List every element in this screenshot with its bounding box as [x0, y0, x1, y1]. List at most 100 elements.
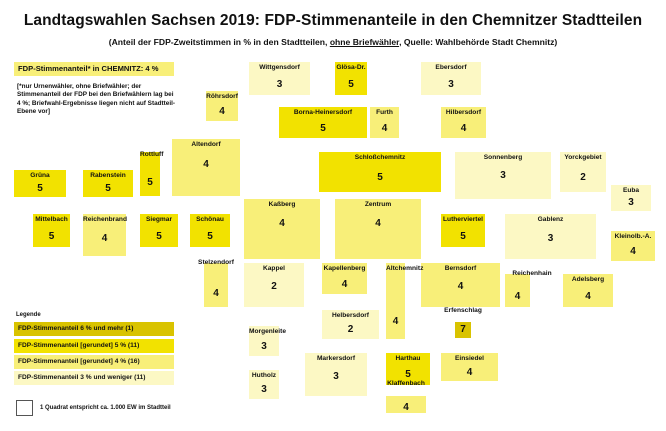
district-borna-heinersdorf: Borna-Heinersdorf 5 — [279, 107, 367, 138]
district-name: Markersdorf — [316, 355, 356, 362]
district-name: Klaffenbach — [387, 380, 425, 387]
district-name: Kleinolb.-A. — [614, 233, 652, 240]
district-name: Einsiedel — [455, 355, 484, 362]
district-value: 4 — [457, 281, 464, 292]
district-siegmar: Siegmar 5 — [140, 214, 178, 247]
district-name: Reichenhain — [512, 270, 552, 277]
district-value: 3 — [261, 384, 267, 395]
district-name: Stelzendorf — [198, 259, 234, 266]
legend-item-3-minus: FDP-Stimmenanteil 3 % und weniger (11) — [14, 371, 174, 385]
district-value: 3 — [261, 341, 267, 352]
district-value: 4 — [585, 291, 591, 302]
district-kapellenberg: Kapellenberg 4 — [322, 263, 367, 294]
district-name: Altendorf — [191, 141, 221, 148]
district-name: Glösa-Dr. — [336, 64, 366, 71]
district-value: 3 — [500, 170, 506, 181]
district-value: 3 — [628, 197, 634, 208]
district-value: 4 — [279, 218, 285, 229]
subtitle-underlined: ohne Briefwähler — [329, 37, 400, 47]
district-name: Borna-Heinersdorf — [293, 109, 353, 116]
district-name: Lutherviertel — [443, 216, 483, 223]
district-reichenhain: Reichenhain 4 — [505, 270, 552, 307]
district-name: Yorckgebiet — [564, 154, 602, 161]
district-reichenbrand: Reichenbrand 4 — [83, 214, 127, 256]
district-klaffenbach: Klaffenbach 4 — [386, 380, 426, 413]
district-value: 4 — [460, 123, 467, 134]
district-gloesa-dr: Glösa-Dr. 5 — [335, 62, 367, 95]
scale-label: 1 Quadrat entspricht ca. 1.000 EW im Sta… — [40, 405, 171, 411]
legend-item-4: FDP-Stimmenanteil [gerundet] 4 % (16) — [14, 355, 174, 369]
scale-square — [16, 400, 33, 416]
district-name: Bernsdorf — [444, 265, 477, 272]
district-name: Reichenbrand — [83, 216, 127, 223]
district-rottluff: Rottluff 5 — [140, 151, 163, 196]
district-name: Furth — [376, 109, 393, 116]
district-value: 5 — [37, 183, 43, 194]
district-adelsberg: Adelsberg 4 — [563, 274, 613, 307]
district-name: Siegmar — [145, 216, 173, 223]
district-value: 3 — [547, 233, 554, 244]
district-value: 5 — [48, 231, 55, 242]
district-value: 4 — [213, 288, 219, 299]
district-ebersdorf: Ebersdorf 3 — [421, 62, 481, 95]
district-hutholz: Hutholz 3 — [249, 370, 279, 399]
district-value: 5 — [147, 177, 153, 188]
district-name: Grüna — [30, 172, 50, 179]
district-erfenschlag: Erfenschlag 7 — [444, 307, 482, 338]
district-name: Kapellenberg — [323, 265, 366, 272]
district-kappel: Kappel 2 — [244, 263, 304, 307]
district-value: 5 — [348, 79, 354, 90]
district-name: Hilbersdorf — [445, 109, 482, 116]
district-name: Wittgensdorf — [259, 64, 300, 71]
district-value: 3 — [333, 371, 339, 382]
district-mittelbach: Mittelbach 5 — [33, 214, 70, 247]
district-gablenz: Gablenz 3 — [505, 214, 596, 259]
district-roehrsdorf: Röhrsdorf 4 — [206, 91, 238, 121]
district-value: 3 — [448, 79, 454, 90]
district-value: 4 — [514, 291, 521, 302]
district-rabenstein: Rabenstein 5 — [83, 170, 133, 197]
district-wittgensdorf: Wittgensdorf 3 — [249, 62, 310, 95]
district-kassberg: Kaßberg 4 — [244, 199, 320, 259]
district-gruena: Grüna 5 — [14, 170, 66, 197]
footnote: [*nur Urnenwähler, ohne Briefwähler; der… — [17, 83, 176, 115]
district-value: 4 — [466, 367, 473, 378]
district-yorckgebiet: Yorckgebiet 2 — [560, 152, 606, 192]
district-lutherviertel: Lutherviertel 5 — [441, 214, 485, 247]
district-value: 4 — [403, 402, 409, 413]
district-name: Schönau — [196, 216, 224, 223]
legend-item-5: FDP-Stimmenanteil [gerundet] 5 % (11) — [14, 339, 174, 353]
district-value: 5 — [377, 172, 383, 183]
district-stelzendorf: Stelzendorf 4 — [198, 259, 234, 307]
district-name: Ebersdorf — [435, 64, 467, 71]
district-value: 4 — [392, 316, 399, 327]
district-euba: Euba 3 — [611, 185, 651, 211]
district-value: 5 — [207, 231, 213, 242]
district-einsiedel: Einsiedel 4 — [441, 353, 498, 381]
chart-title: Landtagswahlen Sachsen 2019: FDP-Stimmen… — [23, 12, 643, 29]
district-name: Rabenstein — [90, 172, 126, 179]
district-value: 2 — [347, 324, 354, 335]
district-harthau: Harthau 5 — [386, 353, 430, 385]
district-value: 2 — [580, 172, 586, 183]
district-name: Adelsberg — [571, 276, 605, 283]
district-value: 4 — [101, 233, 108, 244]
district-value: 4 — [219, 106, 225, 117]
district-schoenau: Schönau 5 — [190, 214, 230, 247]
district-name: Zentrum — [364, 201, 392, 208]
district-name: Schloßchemnitz — [354, 154, 406, 161]
district-zentrum: Zentrum 4 — [335, 199, 421, 259]
district-name: Euba — [622, 187, 640, 194]
chart-subtitle: (Anteil der FDP-Zweitstimmen in % in den… — [0, 37, 666, 47]
district-name: Kaßberg — [268, 201, 296, 208]
district-sonnenberg: Sonnenberg 3 — [455, 152, 551, 199]
district-name: Hutholz — [251, 372, 277, 379]
district-name: Mittelbach — [35, 216, 68, 223]
district-value: 5 — [405, 369, 411, 380]
district-altendorf: Altendorf 4 — [172, 139, 240, 196]
district-value: 4 — [341, 279, 348, 290]
district-name: Röhrsdorf — [206, 93, 238, 100]
subtitle-suffix: , Quelle: Wahlbehörde Stadt Chemnitz) — [399, 37, 558, 47]
district-value: 7 — [460, 324, 466, 335]
district-value: 4 — [203, 159, 209, 170]
